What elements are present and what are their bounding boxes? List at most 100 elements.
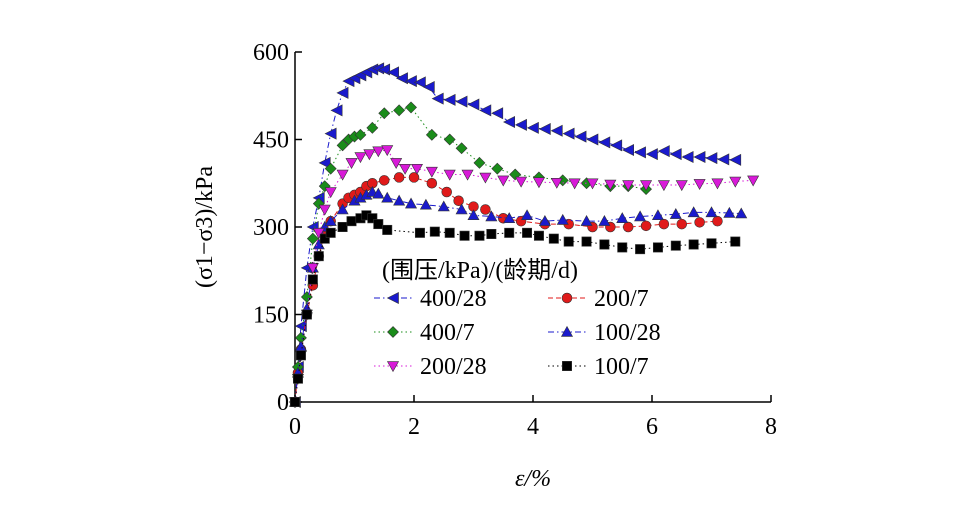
data-point bbox=[425, 128, 438, 141]
data-point bbox=[473, 156, 486, 169]
data-point bbox=[324, 215, 337, 226]
data-point bbox=[622, 221, 634, 233]
data-point bbox=[330, 104, 343, 117]
data-point bbox=[390, 158, 403, 169]
data-point bbox=[687, 206, 700, 218]
data-point bbox=[705, 152, 718, 165]
data-point bbox=[405, 101, 417, 114]
data-point bbox=[610, 139, 623, 152]
legend-item-200-7: 200/7 bbox=[548, 286, 649, 312]
legend-label: 200/28 bbox=[420, 354, 487, 380]
data-point bbox=[634, 210, 647, 222]
data-point bbox=[336, 169, 349, 181]
data-point bbox=[568, 178, 581, 190]
data-point bbox=[705, 206, 718, 218]
legend: 400/28 200/7 400/7 100/28 200/28 100/7 bbox=[374, 286, 661, 380]
data-point bbox=[669, 208, 682, 219]
data-point bbox=[429, 226, 440, 237]
series-200-7 bbox=[289, 172, 723, 408]
data-point bbox=[366, 121, 379, 134]
data-point bbox=[616, 212, 629, 223]
data-series bbox=[288, 62, 760, 409]
data-point bbox=[712, 215, 723, 227]
data-point bbox=[586, 178, 599, 190]
data-point bbox=[312, 238, 325, 250]
data-point bbox=[306, 232, 319, 245]
y-tick-label: 600 bbox=[253, 40, 289, 66]
data-point bbox=[504, 227, 515, 238]
data-point bbox=[538, 123, 551, 135]
legend-marker bbox=[387, 326, 399, 338]
data-point bbox=[441, 186, 452, 198]
data-point bbox=[635, 244, 646, 255]
data-point bbox=[474, 230, 485, 241]
data-point bbox=[640, 180, 653, 192]
data-point bbox=[598, 136, 611, 149]
data-point bbox=[324, 162, 337, 175]
data-point bbox=[467, 209, 480, 221]
data-point bbox=[617, 242, 628, 253]
data-point bbox=[318, 156, 331, 169]
series-100-7 bbox=[290, 210, 741, 407]
data-point bbox=[425, 166, 438, 178]
data-point bbox=[318, 204, 331, 216]
data-point bbox=[431, 92, 444, 105]
data-point bbox=[455, 142, 468, 155]
data-point bbox=[336, 86, 349, 99]
data-point bbox=[387, 66, 399, 79]
series-400-28 bbox=[288, 62, 742, 408]
data-point bbox=[324, 127, 337, 140]
data-point bbox=[437, 200, 450, 212]
legend-label: 400/28 bbox=[420, 286, 487, 312]
data-point bbox=[444, 227, 455, 238]
data-point bbox=[459, 230, 470, 241]
data-point bbox=[325, 227, 336, 238]
data-point bbox=[324, 187, 337, 199]
data-point bbox=[521, 209, 534, 221]
data-point bbox=[706, 238, 717, 249]
data-point bbox=[455, 95, 468, 108]
data-point bbox=[399, 163, 412, 175]
data-point bbox=[393, 104, 406, 117]
data-point bbox=[443, 93, 456, 106]
data-point bbox=[586, 133, 599, 146]
data-point bbox=[538, 215, 551, 226]
data-point bbox=[515, 176, 528, 188]
data-point bbox=[480, 204, 491, 215]
data-point bbox=[711, 178, 724, 190]
data-point bbox=[337, 222, 348, 232]
data-point bbox=[292, 373, 303, 384]
data-point bbox=[413, 76, 426, 89]
ticks: 0 2 4 6 8 0 150 300 450 600 bbox=[253, 40, 777, 440]
data-point bbox=[604, 179, 617, 191]
data-point bbox=[381, 145, 394, 157]
data-point bbox=[729, 153, 742, 166]
data-point bbox=[688, 239, 699, 250]
legend-marker bbox=[386, 361, 400, 373]
data-point bbox=[410, 163, 423, 175]
data-point bbox=[354, 128, 367, 141]
data-point bbox=[657, 145, 670, 158]
data-point bbox=[652, 242, 663, 253]
data-point bbox=[307, 274, 318, 285]
data-point bbox=[301, 309, 312, 320]
data-point bbox=[622, 144, 635, 156]
data-point bbox=[405, 197, 418, 209]
data-point bbox=[491, 107, 504, 120]
data-point bbox=[730, 236, 741, 247]
data-point bbox=[378, 175, 390, 186]
data-point bbox=[395, 72, 408, 85]
data-point bbox=[533, 230, 544, 241]
data-point bbox=[670, 240, 681, 251]
x-tick-label: 4 bbox=[527, 414, 539, 440]
data-point bbox=[479, 172, 492, 184]
data-point bbox=[645, 148, 658, 161]
data-point bbox=[657, 180, 670, 192]
legend-marker bbox=[560, 325, 574, 337]
data-point bbox=[658, 218, 670, 230]
legend-label: 400/7 bbox=[420, 320, 475, 346]
data-point bbox=[367, 213, 378, 224]
data-point bbox=[723, 206, 736, 218]
x-tick-label: 8 bbox=[765, 414, 777, 440]
